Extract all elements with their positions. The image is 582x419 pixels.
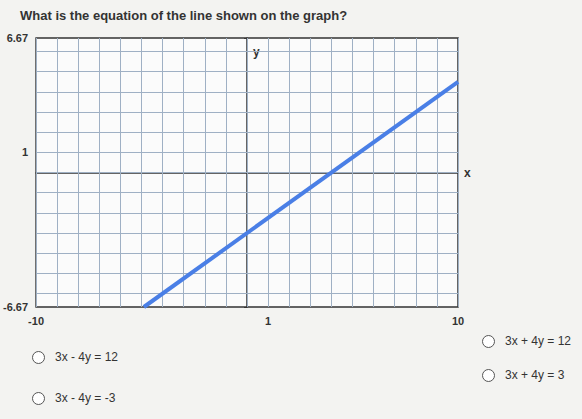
- svg-text:y: y: [253, 45, 260, 59]
- svg-text:-6.67: -6.67: [3, 301, 28, 313]
- html-text:3x - 4y = 12: 3x - 4y = 12: [55, 350, 118, 364]
- svg-text:x: x: [464, 166, 471, 180]
- html-text:3x + 4y = 12: 3x + 4y = 12: [505, 334, 571, 348]
- svg-text:6.67: 6.67: [7, 32, 28, 44]
- svg-text:1: 1: [265, 315, 271, 327]
- svg-text:-10: -10: [28, 315, 44, 327]
- svg-text:1: 1: [22, 146, 28, 158]
- html-text:3x - 4y = -3: 3x - 4y = -3: [55, 391, 116, 405]
- html-text:3x + 4y = 3: 3x + 4y = 3: [505, 368, 565, 382]
- svg-text:10: 10: [452, 315, 464, 327]
- html-text:What is the equation of the li: What is the equation of the line shown o…: [20, 8, 348, 23]
